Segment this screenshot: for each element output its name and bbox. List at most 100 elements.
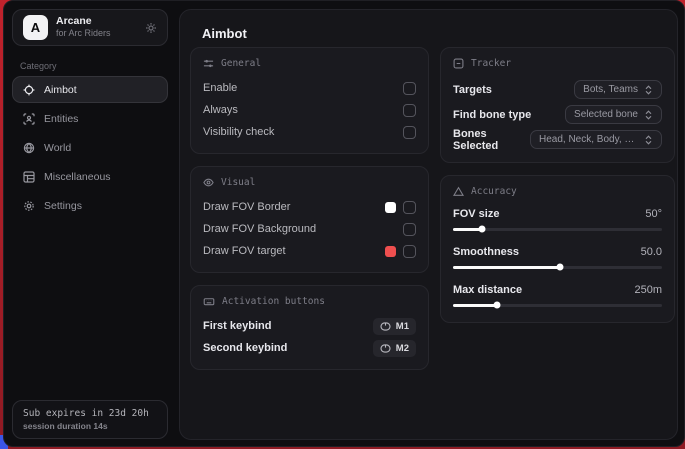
fov-border-checkbox[interactable] xyxy=(403,200,416,214)
select-value: Bots, Teams xyxy=(583,84,638,95)
keyboard-icon xyxy=(203,296,215,307)
card-title: Activation buttons xyxy=(222,296,325,307)
card-title: Accuracy xyxy=(471,186,517,197)
setting-row-find-bone-type: Find bone type Selected bone xyxy=(453,102,662,127)
page-title: Aimbot xyxy=(202,26,247,41)
sidebar-item-aimbot[interactable]: Aimbot xyxy=(12,76,168,103)
setting-label: Always xyxy=(203,104,238,116)
setting-label: Max distance xyxy=(453,284,523,296)
slider-track xyxy=(453,227,662,231)
max-distance-slider[interactable] xyxy=(453,300,662,310)
setting-label: Smoothness xyxy=(453,246,520,258)
sidebar-item-label: Entities xyxy=(44,112,79,125)
sidebar-item-world[interactable]: World xyxy=(12,134,168,161)
grid-icon xyxy=(23,170,35,183)
slider-fill xyxy=(453,265,560,269)
setting-row-targets: Targets Bots, Teams xyxy=(453,77,662,102)
slider-track xyxy=(453,303,662,307)
setting-value: 250m xyxy=(634,284,662,296)
left-column: General Enable Always Visibility check xyxy=(190,47,429,439)
fov-target-checkbox[interactable] xyxy=(403,244,416,258)
sidebar-item-label: Aimbot xyxy=(44,83,77,96)
setting-row-fov-border: Draw FOV Border xyxy=(203,196,416,218)
smoothness-slider[interactable] xyxy=(453,262,662,272)
setting-label: Enable xyxy=(203,82,238,94)
setting-label: Bones Selected xyxy=(453,127,499,152)
setting-row-fov-background: Draw FOV Background xyxy=(203,218,416,240)
sidebar-nav: Aimbot Entities xyxy=(4,76,176,219)
keybind-value: M1 xyxy=(395,320,409,332)
setting-row-always: Always xyxy=(203,99,416,121)
setting-row-max-distance: Max distance 250m xyxy=(453,281,662,310)
slider-thumb[interactable] xyxy=(478,225,486,233)
setting-label: Draw FOV Border xyxy=(203,201,291,213)
brand-text: Arcane for Arc Riders xyxy=(56,15,137,39)
sliders-icon xyxy=(203,58,214,69)
fov-background-checkbox[interactable] xyxy=(403,222,416,236)
setting-label: Draw FOV target xyxy=(203,245,286,257)
sidebar-item-miscellaneous[interactable]: Miscellaneous xyxy=(12,163,168,190)
entities-icon xyxy=(23,112,35,125)
visual-card: Visual Draw FOV Border Draw FOV Backgrou… xyxy=(190,166,429,273)
chevrons-up-down-icon xyxy=(644,134,653,145)
slider-thumb[interactable] xyxy=(556,263,564,271)
chevrons-up-down-icon xyxy=(644,109,653,120)
sub-expiry-text: Sub expires in 23d 20h xyxy=(23,408,149,419)
setting-row-second-keybind: Second keybind M2 xyxy=(203,337,416,359)
find-bone-type-select[interactable]: Selected bone xyxy=(565,105,662,124)
brand-card: A Arcane for Arc Riders xyxy=(12,9,168,46)
tracker-card: Tracker Targets Bots, Teams xyxy=(440,47,675,163)
setting-row-bones-selected: Bones Selected Head, Neck, Body, Fe... xyxy=(453,127,662,152)
card-title: General xyxy=(221,58,262,69)
targets-select[interactable]: Bots, Teams xyxy=(574,80,662,99)
subscription-box: Sub expires in 23d 20h session duration … xyxy=(12,400,168,439)
setting-label: FOV size xyxy=(453,208,500,220)
eye-icon xyxy=(203,177,214,188)
right-column: Tracker Targets Bots, Teams xyxy=(440,47,675,439)
setting-value: 50.0 xyxy=(640,246,662,258)
mouse-icon xyxy=(380,343,391,353)
crosshair-icon xyxy=(23,84,35,96)
card-title: Visual xyxy=(221,177,256,188)
accuracy-card: Accuracy FOV size 50° xyxy=(440,175,675,323)
setting-row-smoothness: Smoothness 50.0 xyxy=(453,243,662,272)
sidebar-item-entities[interactable]: Entities xyxy=(12,105,168,132)
setting-value: 50° xyxy=(645,208,662,220)
enable-checkbox[interactable] xyxy=(403,81,416,95)
bones-selected-select[interactable]: Head, Neck, Body, Fe... xyxy=(530,130,662,149)
second-keybind-button[interactable]: M2 xyxy=(372,339,416,357)
select-value: Head, Neck, Body, Fe... xyxy=(539,134,638,145)
mouse-icon xyxy=(380,321,391,331)
keybind-value: M2 xyxy=(395,342,409,354)
app-window: A Arcane for Arc Riders Category xyxy=(3,0,685,447)
first-keybind-button[interactable]: M1 xyxy=(372,317,416,335)
sidebar: A Arcane for Arc Riders Category xyxy=(4,1,176,446)
fov-border-color-swatch[interactable] xyxy=(385,201,396,213)
setting-label: Second keybind xyxy=(203,342,288,354)
globe-icon xyxy=(23,142,35,154)
setting-label: Draw FOV Background xyxy=(203,223,317,235)
always-checkbox[interactable] xyxy=(403,103,416,117)
setting-label: First keybind xyxy=(203,320,272,332)
setting-label: Targets xyxy=(453,83,492,96)
sync-icon[interactable] xyxy=(145,22,157,34)
fov-size-slider[interactable] xyxy=(453,224,662,234)
setting-row-fov-size: FOV size 50° xyxy=(453,205,662,234)
sidebar-item-label: World xyxy=(44,141,72,154)
app-name: Arcane xyxy=(56,15,92,28)
sidebar-item-settings[interactable]: Settings xyxy=(12,192,168,219)
triangle-icon xyxy=(453,186,464,197)
card-title: Tracker xyxy=(471,58,512,69)
slider-fill xyxy=(453,227,483,231)
activation-card: Activation buttons First keybind M1 xyxy=(190,285,429,370)
setting-row-visibility-check: Visibility check xyxy=(203,121,416,143)
general-card: General Enable Always Visibility check xyxy=(190,47,429,154)
session-duration-text: session duration 14s xyxy=(23,421,108,431)
setting-row-enable: Enable xyxy=(203,77,416,99)
visibility-check-checkbox[interactable] xyxy=(403,125,416,139)
slider-fill xyxy=(453,303,497,307)
fov-target-color-swatch[interactable] xyxy=(385,245,396,257)
category-label: Category xyxy=(20,61,57,71)
select-value: Selected bone xyxy=(574,109,638,120)
slider-thumb[interactable] xyxy=(493,301,501,309)
